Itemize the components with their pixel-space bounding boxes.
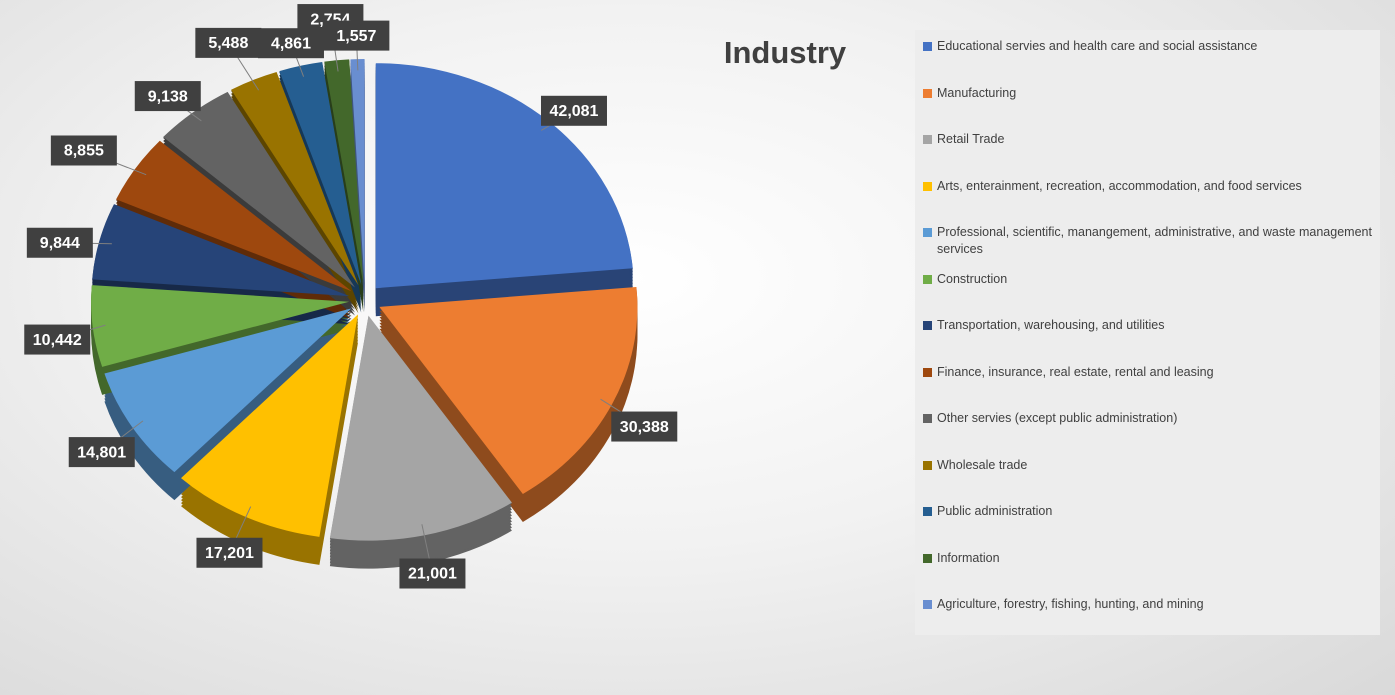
label-box [68, 437, 135, 468]
label-box [26, 227, 93, 258]
legend-label: Construction [937, 271, 1008, 286]
legend: Educational servies and health care and … [915, 30, 1380, 635]
data-label: 9,138 [148, 88, 188, 105]
legend-item: Retail Trade [923, 131, 1377, 148]
label-box [399, 558, 466, 589]
legend-item: Educational servies and health care and … [923, 38, 1377, 55]
legend-swatch [923, 414, 932, 423]
data-label: 8,855 [64, 143, 104, 160]
legend-swatch [923, 600, 932, 609]
legend-swatch [923, 135, 932, 144]
legend-swatch [923, 274, 932, 284]
label-box [611, 411, 678, 442]
data-label: 21,001 [408, 566, 457, 583]
label-box [195, 27, 262, 58]
label-box [540, 95, 607, 126]
slice [104, 308, 352, 473]
data-label: 42,081 [550, 103, 599, 120]
label-box [196, 537, 263, 568]
legend-swatch [923, 321, 932, 330]
legend-label: Information [937, 550, 1000, 565]
label-box [323, 20, 390, 51]
slice [379, 286, 638, 494]
legend-swatch [923, 367, 932, 377]
legend-item: Manufacturing [923, 85, 1377, 102]
legend-label: Agriculture, forestry, fishing, hunting,… [937, 597, 1204, 611]
legend-swatch [923, 228, 932, 237]
legend-item: Professional, scientific, manangement, a… [923, 224, 1377, 258]
legend-swatch [923, 553, 932, 563]
legend-item: Transportation, warehousing, and utiliti… [923, 317, 1377, 334]
legend-item: Public administration [923, 503, 1377, 520]
slice [279, 62, 362, 285]
data-label: 30,388 [620, 419, 669, 436]
legend-item: Other servies (except public administrat… [923, 410, 1377, 427]
data-label: 9,844 [40, 235, 80, 252]
data-label: 4,861 [271, 35, 311, 52]
legend-label: Transportation, warehousing, and utiliti… [937, 318, 1165, 332]
legend-item: Construction [923, 271, 1377, 288]
label-box [24, 324, 91, 355]
legend-label: Finance, insurance, real estate, rental … [937, 364, 1214, 379]
legend-label: Manufacturing [937, 85, 1017, 100]
legend-label: Educational servies and health care and … [937, 39, 1258, 53]
data-label: 1,557 [336, 28, 376, 45]
legend-swatch [923, 88, 932, 98]
legend-label: Retail Trade [937, 132, 1005, 146]
slice [92, 204, 350, 297]
slice [231, 72, 359, 286]
slice [91, 285, 350, 367]
label-box [134, 81, 201, 112]
slice [324, 59, 364, 285]
slice [181, 314, 358, 537]
data-label: 10,442 [33, 332, 82, 349]
legend-item: Finance, insurance, real estate, rental … [923, 364, 1377, 381]
legend-item: Arts, enterainment, recreation, accommod… [923, 178, 1377, 195]
data-label: 5,488 [208, 35, 248, 52]
legend-label: Arts, enterainment, recreation, accommod… [937, 178, 1302, 193]
legend-swatch [923, 460, 932, 470]
chart-title: Industry [724, 35, 847, 70]
slice [375, 63, 633, 289]
legend-swatch [923, 507, 932, 516]
slice [163, 91, 355, 288]
legend-label: Professional, scientific, manangement, a… [937, 225, 1372, 256]
legend-swatch [923, 181, 932, 191]
legend-swatch [923, 42, 932, 51]
legend-item: Wholesale trade [923, 457, 1377, 474]
slice [329, 315, 512, 541]
legend-label: Wholesale trade [937, 457, 1028, 472]
legend-item: Information [923, 550, 1377, 567]
slice [116, 140, 352, 292]
data-label: 14,801 [77, 444, 126, 461]
slice [350, 59, 365, 285]
label-box [50, 135, 117, 166]
data-label: 17,201 [205, 545, 254, 562]
legend-item: Agriculture, forestry, fishing, hunting,… [923, 596, 1377, 613]
slice-tops [91, 59, 638, 541]
legend-label: Other servies (except public administrat… [937, 411, 1178, 425]
legend-label: Public administration [937, 504, 1053, 518]
